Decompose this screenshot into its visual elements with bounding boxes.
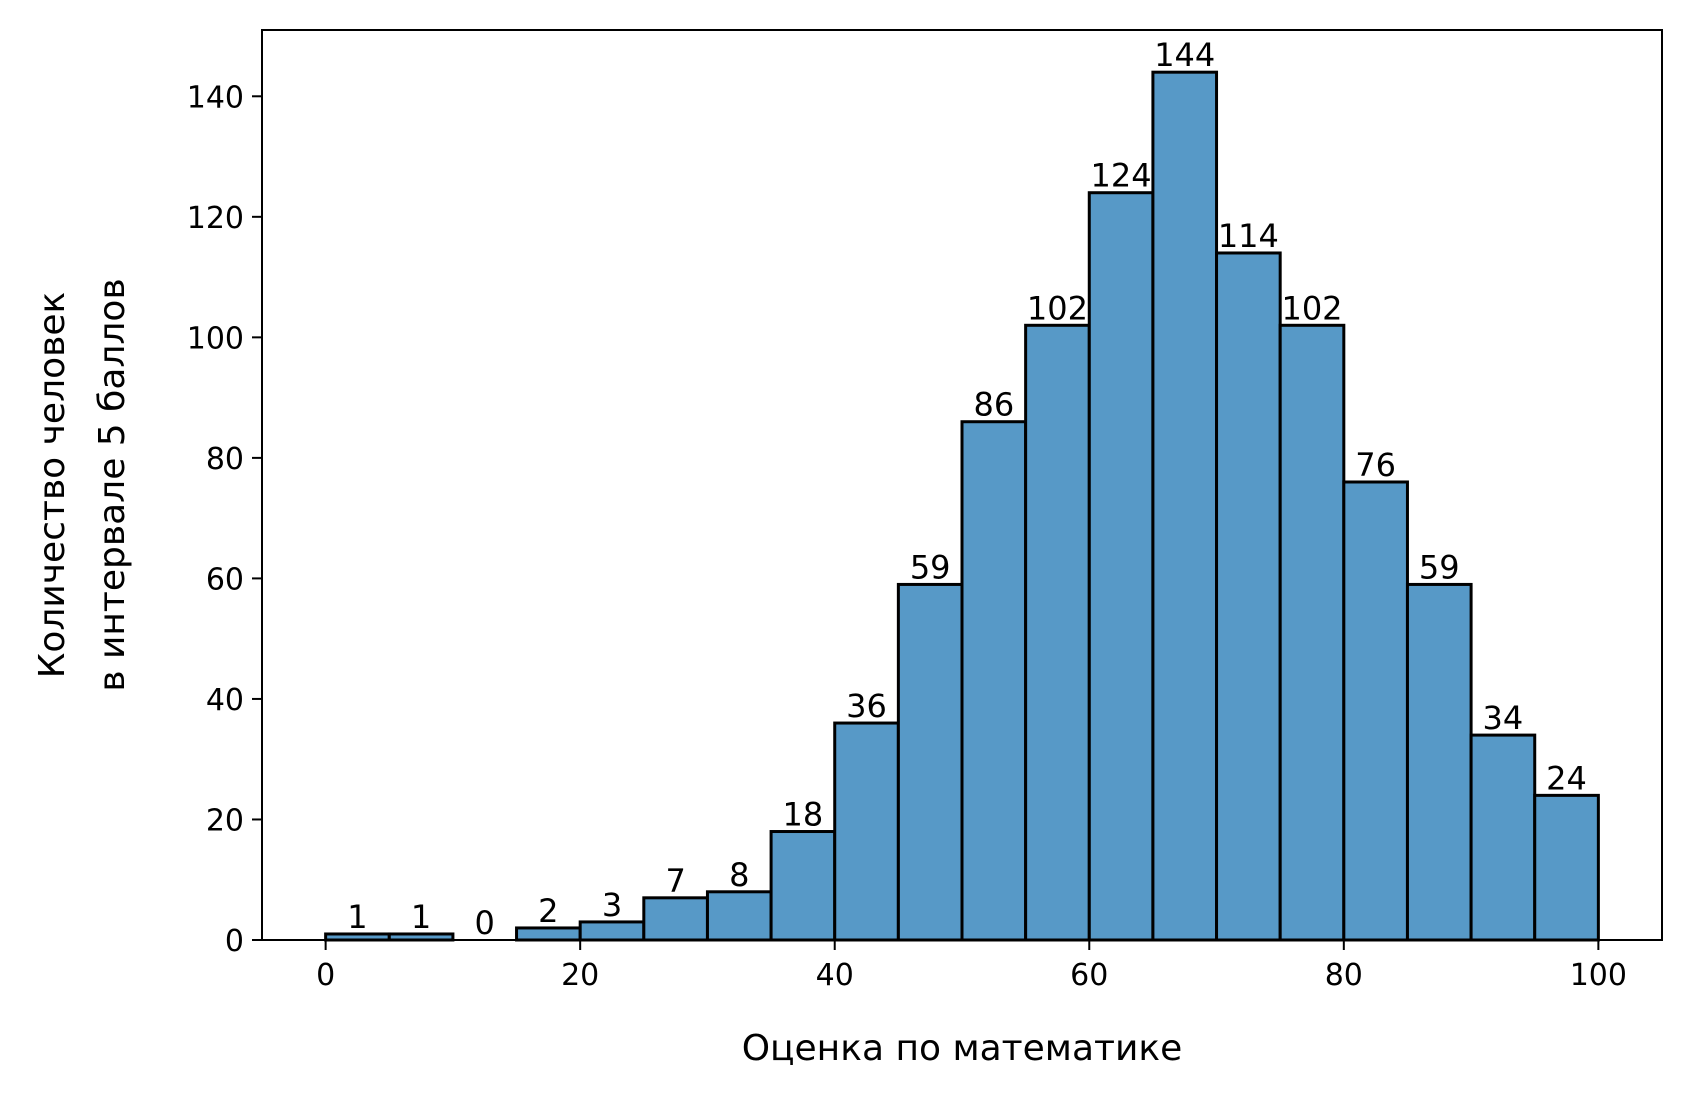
bars-group	[324, 70, 1600, 942]
x-tick-label: 80	[1325, 958, 1363, 993]
y-axis: 0 20 40 60 80 100 120 140	[187, 80, 262, 959]
x-tick-label: 0	[316, 958, 335, 993]
y-tick-label: 20	[206, 803, 244, 838]
y-axis-title-line-1: Количество человек	[32, 292, 73, 678]
histogram-bar	[1024, 323, 1091, 942]
y-tick-label: 100	[187, 321, 244, 356]
x-axis-title: Оценка по математике	[742, 1028, 1183, 1069]
y-tick-label: 80	[206, 442, 244, 477]
histogram-bar	[1342, 480, 1409, 942]
bar-value-label: 76	[1355, 446, 1396, 484]
x-tick-label: 100	[1570, 958, 1627, 993]
histogram-bar	[642, 896, 709, 942]
histogram-bar	[833, 721, 900, 942]
bar-value-label: 8	[729, 856, 749, 894]
bar-value-label: 114	[1218, 217, 1279, 255]
x-axis: 0 20 40 60 80 100	[316, 940, 1627, 993]
bar-value-label: 102	[1281, 289, 1342, 327]
histogram-bar	[1151, 70, 1219, 942]
histogram-bar	[1278, 323, 1346, 942]
histogram-bar	[896, 582, 964, 942]
y-tick-label: 0	[225, 924, 244, 959]
y-tick-label: 40	[206, 683, 244, 718]
histogram-bar	[1533, 793, 1600, 942]
bar-value-label: 2	[538, 892, 558, 930]
histogram-bar	[578, 920, 646, 942]
histogram-bar	[769, 830, 837, 942]
bar-value-label: 102	[1027, 289, 1088, 327]
bar-value-label: 1	[347, 898, 367, 936]
y-axis-title-line-2: в интервале 5 баллов	[92, 278, 133, 691]
bar-value-label: 0	[475, 904, 495, 942]
x-tick-label: 20	[561, 958, 599, 993]
histogram-bar	[705, 890, 773, 942]
histogram-bar	[960, 420, 1028, 942]
bar-value-label: 34	[1483, 699, 1524, 737]
bar-value-label: 144	[1154, 36, 1215, 74]
bar-value-label: 59	[910, 548, 951, 586]
y-tick-label: 140	[187, 80, 244, 115]
bar-value-label: 1	[411, 898, 431, 936]
histogram-bar	[1087, 191, 1155, 942]
bar-value-label: 36	[846, 687, 887, 725]
bar-value-label: 124	[1091, 157, 1152, 195]
bar-value-label: 18	[783, 796, 824, 834]
y-tick-label: 60	[206, 562, 244, 597]
bar-value-label: 3	[602, 886, 622, 924]
y-tick-label: 120	[187, 201, 244, 236]
bar-value-label: 86	[973, 386, 1014, 424]
bar-value-label: 24	[1546, 759, 1587, 797]
x-tick-label: 60	[1070, 958, 1108, 993]
x-tick-label: 40	[816, 958, 854, 993]
bar-value-label: 59	[1419, 548, 1460, 586]
histogram-bar	[1215, 251, 1282, 942]
histogram-bar	[1469, 733, 1537, 942]
histogram-bar	[1405, 582, 1473, 942]
bar-value-label: 7	[665, 862, 685, 900]
plot-frame	[261, 29, 1663, 941]
